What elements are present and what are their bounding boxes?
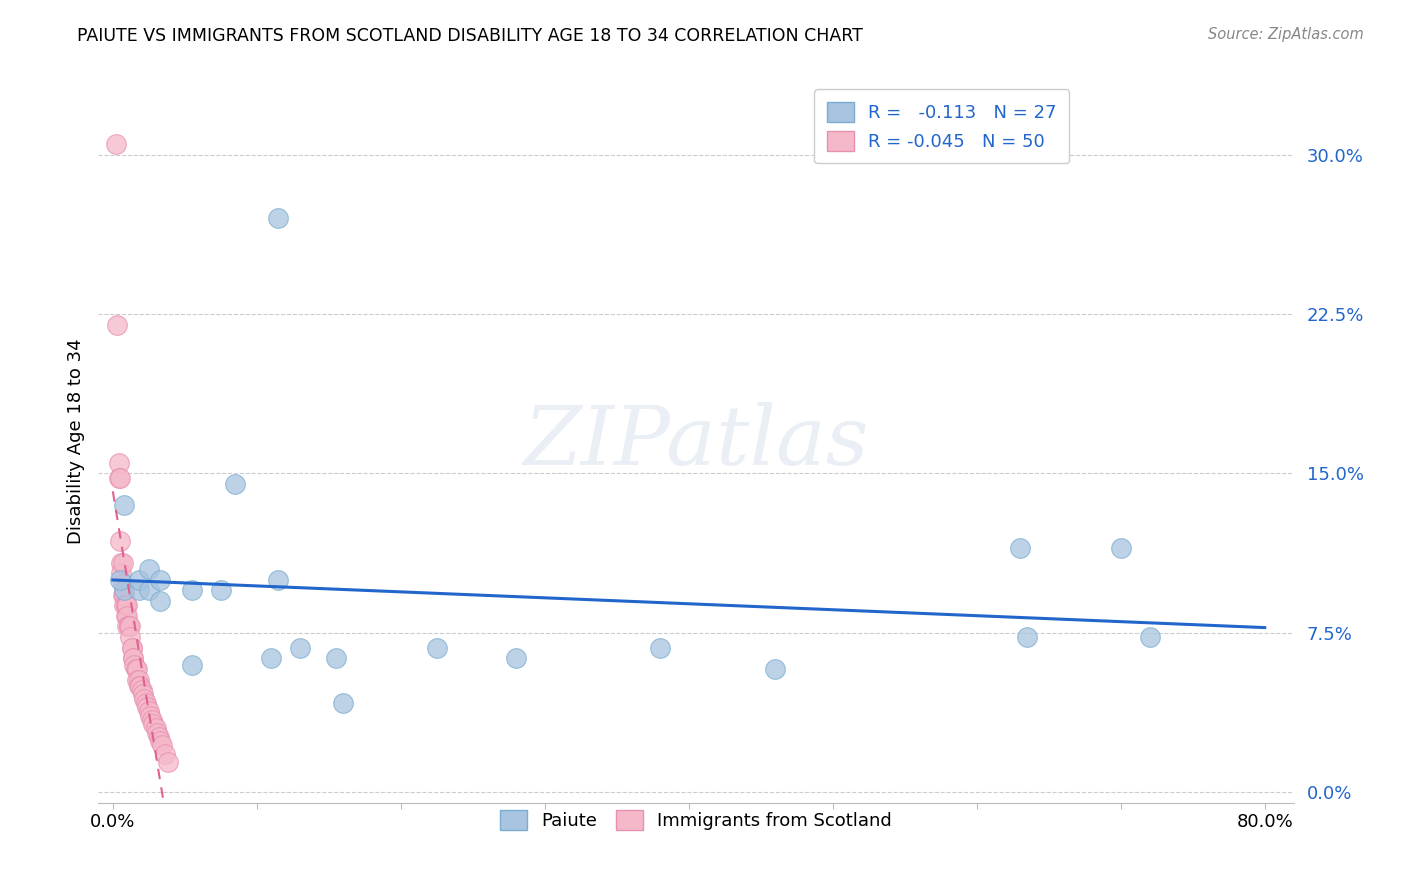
Point [209, 583, 232, 598]
Point [114, 598, 136, 612]
Point [426, 640, 449, 655]
Point [128, 583, 150, 598]
Point [121, 640, 143, 655]
Point [114, 608, 136, 623]
Point [141, 713, 163, 727]
Point [149, 573, 172, 587]
Point [120, 619, 142, 633]
Point [763, 662, 786, 676]
Point [181, 583, 204, 598]
Point [125, 662, 148, 676]
Point [260, 651, 283, 665]
Point [118, 619, 141, 633]
Point [138, 562, 160, 576]
Point [118, 619, 141, 633]
Point [153, 747, 176, 761]
Text: ZIPatlas: ZIPatlas [523, 401, 869, 482]
Point [224, 477, 246, 491]
Point [1139, 630, 1161, 644]
Point [146, 725, 169, 739]
Point [142, 717, 165, 731]
Point [135, 696, 157, 710]
Legend: Paiute, Immigrants from Scotland: Paiute, Immigrants from Scotland [494, 803, 898, 837]
Point [128, 673, 150, 687]
Point [127, 673, 149, 687]
Point [124, 657, 146, 672]
Point [332, 696, 354, 710]
Point [108, 573, 131, 587]
Point [267, 573, 290, 587]
Point [150, 739, 173, 753]
Point [136, 700, 159, 714]
Point [104, 136, 127, 151]
Text: Source: ZipAtlas.com: Source: ZipAtlas.com [1208, 27, 1364, 42]
Point [132, 687, 155, 701]
Point [122, 651, 145, 665]
Point [121, 640, 143, 655]
Y-axis label: Disability Age 18 to 34: Disability Age 18 to 34 [66, 339, 84, 544]
Point [148, 730, 170, 744]
Point [108, 534, 131, 549]
Point [115, 608, 138, 623]
Point [114, 598, 136, 612]
Point [138, 705, 160, 719]
Point [288, 640, 311, 655]
Point [648, 640, 671, 655]
Point [111, 556, 134, 570]
Point [325, 651, 347, 665]
Point [156, 756, 179, 770]
Point [111, 577, 134, 591]
Point [112, 498, 135, 512]
Point [139, 708, 162, 723]
Point [181, 657, 204, 672]
Point [108, 471, 131, 485]
Point [115, 619, 138, 633]
Point [1109, 541, 1132, 555]
Point [129, 679, 152, 693]
Point [112, 598, 135, 612]
Point [128, 573, 150, 587]
Point [127, 662, 149, 676]
Point [110, 566, 132, 581]
Text: PAIUTE VS IMMIGRANTS FROM SCOTLAND DISABILITY AGE 18 TO 34 CORRELATION CHART: PAIUTE VS IMMIGRANTS FROM SCOTLAND DISAB… [77, 27, 863, 45]
Point [128, 679, 150, 693]
Point [267, 211, 290, 226]
Point [107, 471, 129, 485]
Point [107, 456, 129, 470]
Point [112, 588, 135, 602]
Point [138, 583, 160, 598]
Point [149, 594, 172, 608]
Point [105, 318, 128, 332]
Point [145, 722, 167, 736]
Point [149, 734, 172, 748]
Point [120, 630, 142, 644]
Point [505, 651, 527, 665]
Point [112, 583, 135, 598]
Point [111, 588, 134, 602]
Point [1017, 630, 1039, 644]
Point [1008, 541, 1031, 555]
Point [110, 556, 132, 570]
Point [131, 683, 153, 698]
Point [134, 691, 156, 706]
Point [115, 598, 138, 612]
Point [122, 651, 145, 665]
